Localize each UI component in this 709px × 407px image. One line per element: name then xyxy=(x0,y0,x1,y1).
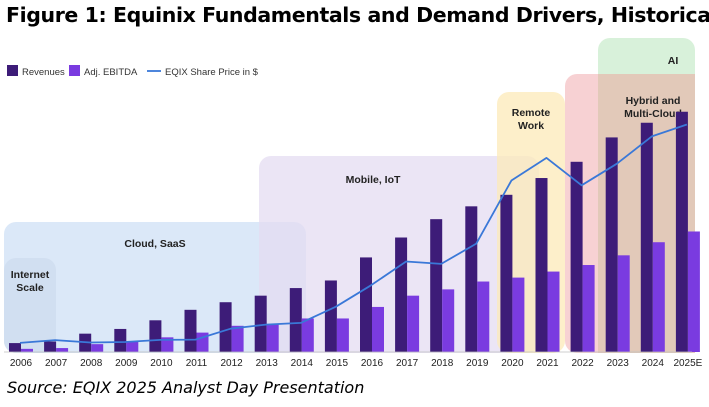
bar-revenues xyxy=(184,309,197,352)
region-label-remote-work: Remote Work xyxy=(512,107,551,132)
bar-adj-ebitda xyxy=(442,289,455,352)
legend-label-eqix-share-price-in: EQIX Share Price in $ xyxy=(165,67,259,78)
x-tick-label: 2025E xyxy=(673,358,702,369)
region-label-mobile-iot: Mobile, IoT xyxy=(346,174,401,186)
bar-adj-ebitda xyxy=(582,265,595,352)
bar-adj-ebitda xyxy=(126,341,139,352)
bar-revenues xyxy=(9,343,21,352)
figure-title: Figure 1: Equinix Fundamentals and Deman… xyxy=(6,3,709,27)
legend-swatch-revenues xyxy=(7,65,18,76)
bar-revenues xyxy=(289,288,302,352)
bar-adj-ebitda xyxy=(91,344,104,352)
bar-revenues xyxy=(114,328,127,352)
x-tick-label: 2021 xyxy=(536,358,559,369)
line-share-price xyxy=(19,123,688,344)
bar-adj-ebitda xyxy=(477,281,490,352)
chart: Internet Scale Cloud, SaaS Mobile, IoT Remot… xyxy=(4,38,703,369)
legend: Revenues Adj. EBITDA EQIX Share Price in $ xyxy=(7,65,259,78)
bar-series xyxy=(9,111,700,352)
x-axis-ticks: 2006 2007 2008 2009 2010 2011 2012 2013 2014 2015… xyxy=(10,358,703,369)
bar-adj-ebitda xyxy=(161,337,174,352)
source-note: Source: EQIX 2025 Analyst Day Presentati… xyxy=(7,378,365,397)
x-tick-label: 2024 xyxy=(642,358,665,369)
bar-revenues xyxy=(605,137,618,352)
x-tick-label: 2012 xyxy=(220,358,243,369)
x-tick-label: 2007 xyxy=(45,358,68,369)
bar-adj-ebitda xyxy=(56,348,69,352)
legend-label-revenues: Revenues xyxy=(22,67,65,78)
x-tick-label: 2014 xyxy=(291,358,314,369)
bar-revenues xyxy=(324,280,337,352)
bar-revenues xyxy=(395,237,408,352)
x-tick-label: 2017 xyxy=(396,358,419,369)
x-tick-label: 2009 xyxy=(115,358,138,369)
region-label-ai: AI xyxy=(668,55,679,67)
x-tick-label: 2015 xyxy=(326,358,349,369)
x-tick-label: 2006 xyxy=(10,358,33,369)
bar-adj-ebitda xyxy=(21,348,33,352)
x-tick-label: 2010 xyxy=(150,358,173,369)
x-tick-label: 2013 xyxy=(256,358,279,369)
bar-adj-ebitda xyxy=(231,325,244,352)
legend-label-adj-ebitda: Adj. EBITDA xyxy=(84,67,138,78)
x-tick-label: 2023 xyxy=(607,358,630,369)
bar-adj-ebitda xyxy=(407,295,420,352)
x-tick-label: 2019 xyxy=(466,358,489,369)
x-tick-label: 2022 xyxy=(571,358,594,369)
share-price-line xyxy=(19,123,688,344)
x-tick-label: 2018 xyxy=(431,358,454,369)
region-label-internet-scale: Internet Scale xyxy=(11,269,50,294)
bar-revenues xyxy=(535,178,548,352)
bar-revenues xyxy=(430,219,443,352)
bar-revenues xyxy=(570,161,583,352)
bar-adj-ebitda xyxy=(547,271,560,352)
bar-revenues xyxy=(149,320,162,352)
bar-adj-ebitda xyxy=(652,242,665,352)
bar-adj-ebitda xyxy=(301,318,314,352)
x-tick-label: 2008 xyxy=(80,358,103,369)
x-tick-label: 2011 xyxy=(186,358,208,369)
x-tick-label: 2020 xyxy=(501,358,524,369)
bar-adj-ebitda xyxy=(617,255,630,352)
bar-revenues xyxy=(500,194,513,352)
bar-revenues xyxy=(219,302,232,352)
bar-adj-ebitda xyxy=(512,277,525,352)
bar-adj-ebitda xyxy=(687,231,700,352)
region-label-cloud-saas: Cloud, SaaS xyxy=(124,238,185,250)
bar-revenues xyxy=(360,257,372,352)
bar-revenues xyxy=(254,295,267,352)
bar-revenues xyxy=(44,341,57,352)
x-tick-label: 2016 xyxy=(361,358,384,369)
bar-adj-ebitda xyxy=(372,306,384,352)
legend-swatch-adj-ebitda xyxy=(69,65,80,76)
region-label-hybrid-and-multi-cloud: Hybrid and Multi-Cloud xyxy=(624,95,682,120)
bar-revenues xyxy=(675,111,688,352)
bar-adj-ebitda xyxy=(266,324,279,352)
bar-revenues xyxy=(640,122,653,352)
bar-revenues xyxy=(465,206,478,352)
bar-adj-ebitda xyxy=(336,318,349,352)
